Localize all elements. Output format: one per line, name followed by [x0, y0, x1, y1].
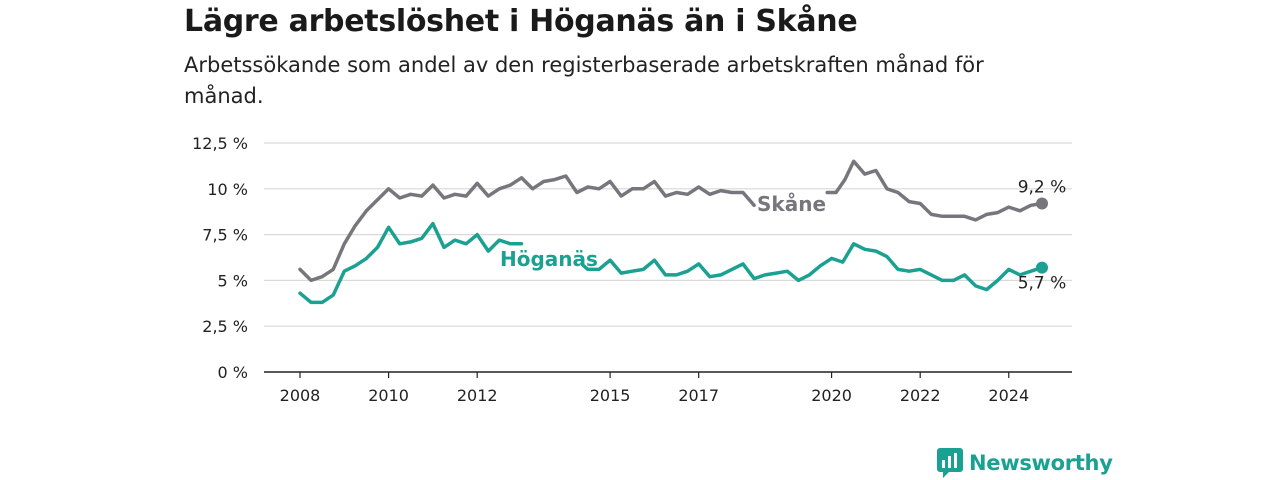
y-tick-label: 2,5 %	[202, 317, 248, 336]
series-label-hoganas: Höganäs	[500, 247, 598, 271]
y-axis-ticks: 0 % 2,5 % 5 % 7,5 % 10 % 12,5 %	[192, 134, 248, 382]
x-tick-label: 2008	[280, 386, 321, 405]
y-tick-label: 12,5 %	[192, 134, 248, 153]
series-label-skane: Skåne	[757, 192, 826, 216]
end-label-skane: 9,2 %	[1018, 177, 1067, 197]
x-tick-label: 2024	[988, 386, 1029, 405]
x-tick-label: 2015	[590, 386, 631, 405]
series-labels: 9,2 % 5,7 % Skåne Höganäs	[500, 177, 1066, 293]
x-tick-label: 2012	[457, 386, 498, 405]
y-tick-label: 10 %	[207, 180, 248, 199]
y-tick-label: 0 %	[218, 363, 248, 382]
series-line-skne	[298, 159, 1044, 283]
x-tick-label: 2010	[368, 386, 409, 405]
x-tick-label: 2022	[900, 386, 941, 405]
series-lines	[298, 159, 1048, 305]
x-axis-ticks: 2008 2010 2012 2015 2017 2020 2022 2024	[264, 371, 1072, 405]
newsworthy-logo: Newsworthy	[937, 448, 1113, 478]
end-point-skne	[1036, 197, 1048, 210]
x-tick-label: 2017	[678, 386, 719, 405]
y-tick-label: 7,5 %	[202, 226, 248, 245]
line-chart: 0 %2,5 %5 %7,5 %10 %12,5 % 2008 2010 2012 2…	[192, 134, 1072, 405]
series-line-hgans	[298, 221, 1044, 305]
x-tick-label: 2020	[811, 386, 852, 405]
newsworthy-logo-icon	[937, 448, 963, 478]
y-tick-label: 5 %	[218, 271, 248, 290]
end-point-hgans	[1036, 261, 1048, 274]
chart-subtitle: Arbetssökande som andel av den registerb…	[184, 53, 984, 108]
chart-title: Lägre arbetslöshet i Höganäs än i Skåne	[184, 4, 858, 39]
end-label-hoganas: 5,7 %	[1018, 274, 1067, 294]
grid-lines	[264, 142, 1072, 327]
brand-name: Newsworthy	[969, 451, 1113, 475]
